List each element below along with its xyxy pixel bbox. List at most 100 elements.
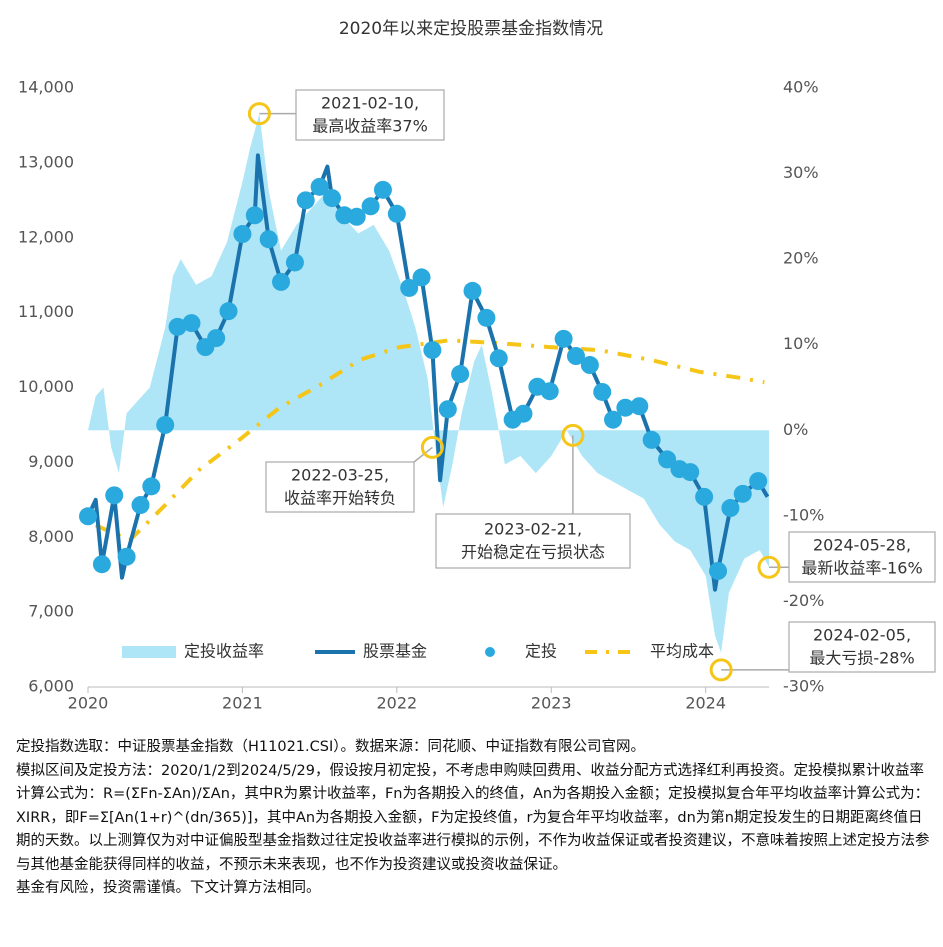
invest-dot <box>182 314 201 333</box>
invest-dot <box>658 450 677 469</box>
annotation-text: 开始稳定在亏损状态 <box>461 543 605 562</box>
x-tick-label: 2024 <box>685 694 726 713</box>
annotation-marker <box>420 435 444 459</box>
invest-dot <box>285 253 304 272</box>
y2-tick-label: 30% <box>783 163 819 182</box>
invest-dot <box>566 347 585 366</box>
invest-dot <box>92 555 111 574</box>
y-tick-label: 13,000 <box>18 152 74 171</box>
invest-dot <box>604 410 623 429</box>
y2-tick-label: 40% <box>783 78 819 97</box>
annotation-marker <box>709 658 733 682</box>
annotation-box <box>788 531 936 583</box>
invest-dot <box>681 463 700 482</box>
invest-dot <box>721 499 740 518</box>
invest-dot <box>423 341 442 360</box>
annotation-text: 最新收益率-16% <box>801 559 922 578</box>
note: 模拟区间及定投方法：2020/1/2到2024/5/29，假设按月初定投，不考虑… <box>16 762 930 873</box>
invest-dot <box>580 356 599 375</box>
legend-swatch <box>485 647 495 657</box>
y2-tick-label: 20% <box>783 249 819 268</box>
invest-dot <box>489 349 508 368</box>
invest-dot <box>514 404 533 423</box>
invest-dot <box>207 329 226 348</box>
legend-label: 平均成本 <box>650 642 714 661</box>
annotation-text: 2024-05-28, <box>813 536 911 555</box>
invest-dot <box>117 547 136 566</box>
chart-title: 2020年以来定投股票基金指数情况 <box>339 19 603 39</box>
y-tick-label: 12,000 <box>18 227 74 246</box>
invest-dot <box>245 206 264 225</box>
invest-dot <box>259 230 278 249</box>
y-tick-label: 7,000 <box>28 602 74 621</box>
x-tick-label: 2020 <box>68 694 109 713</box>
invest-dot <box>233 225 252 244</box>
y2-tick-label: -20% <box>783 591 824 610</box>
y-tick-label: 10,000 <box>18 377 74 396</box>
y2-tick-label: -30% <box>783 677 824 696</box>
annotation-text: 2021-02-10, <box>321 94 419 113</box>
invest-dot <box>347 207 366 226</box>
invest-dot <box>477 308 496 327</box>
annotation-text: 最高收益率37% <box>312 117 428 136</box>
invest-dot <box>79 507 97 526</box>
invest-dot <box>272 272 291 291</box>
y2-tick-label: 10% <box>783 334 819 353</box>
invest-dot <box>630 397 649 416</box>
invest-dot <box>709 561 728 580</box>
x-tick-label: 2021 <box>222 694 263 713</box>
invest-dot <box>412 268 431 287</box>
invest-dot <box>400 278 419 297</box>
y2-tick-label: 0% <box>783 420 808 439</box>
annotation-box <box>788 621 936 673</box>
annotation-text: 2024-02-05, <box>813 626 911 645</box>
x-tick-label: 2022 <box>376 694 417 713</box>
invest-dot <box>695 487 714 506</box>
invest-dot <box>438 400 457 419</box>
annotation-text: 2022-03-25, <box>291 466 389 485</box>
annotation-marker <box>561 423 585 447</box>
cost-line <box>94 338 765 543</box>
x-tick-label: 2023 <box>531 694 572 713</box>
invest-dot <box>463 281 482 300</box>
leader-line <box>413 446 433 463</box>
invest-dot <box>387 204 406 223</box>
y-tick-label: 14,000 <box>18 78 74 97</box>
annotation-box <box>295 89 445 141</box>
y-tick-label: 8,000 <box>28 527 74 546</box>
invest-dot <box>168 317 187 336</box>
annotation-text: 最大亏损-28% <box>809 649 914 668</box>
annotation-marker <box>247 102 271 126</box>
annotation-marker <box>757 555 781 579</box>
legend-swatch <box>122 646 176 658</box>
invest-dot <box>451 365 470 384</box>
notes: 定投指数选取：中证股票基金指数（H11021.CSI）。数据来源：同花顺、中证指… <box>16 736 931 901</box>
note: 定投指数选取：中证股票基金指数（H11021.CSI）。数据来源：同花顺、中证指… <box>16 739 645 755</box>
invest-dot <box>554 329 573 348</box>
y2-tick-label: -10% <box>783 505 824 524</box>
legend-label: 定投 <box>525 642 557 661</box>
invest-dot <box>733 484 752 503</box>
invest-dot <box>642 430 661 449</box>
annotation-box <box>435 513 631 569</box>
invest-dot <box>616 398 635 417</box>
invest-dot <box>105 486 124 505</box>
invest-dot <box>131 496 150 515</box>
invest-dot <box>749 472 768 491</box>
invest-dot <box>310 177 329 196</box>
y-tick-label: 6,000 <box>28 677 74 696</box>
invest-dot <box>593 382 612 401</box>
chart: 2020年以来定投股票基金指数情况 6,000 7,000 8,000 9,000 10… <box>18 19 936 713</box>
annotation-text: 收益率开始转负 <box>284 489 396 508</box>
invest-dot <box>142 477 161 496</box>
note: 基金有风险，投资需谨慎。下文计算方法相同。 <box>16 880 321 896</box>
invest-dot <box>156 415 175 434</box>
invest-dot <box>540 382 559 401</box>
annotation-box <box>265 461 415 513</box>
y-tick-label: 11,000 <box>18 302 74 321</box>
invest-dot <box>373 180 392 199</box>
invest-dot <box>322 189 341 208</box>
legend-label: 股票基金 <box>363 642 427 661</box>
return-area <box>88 113 769 653</box>
